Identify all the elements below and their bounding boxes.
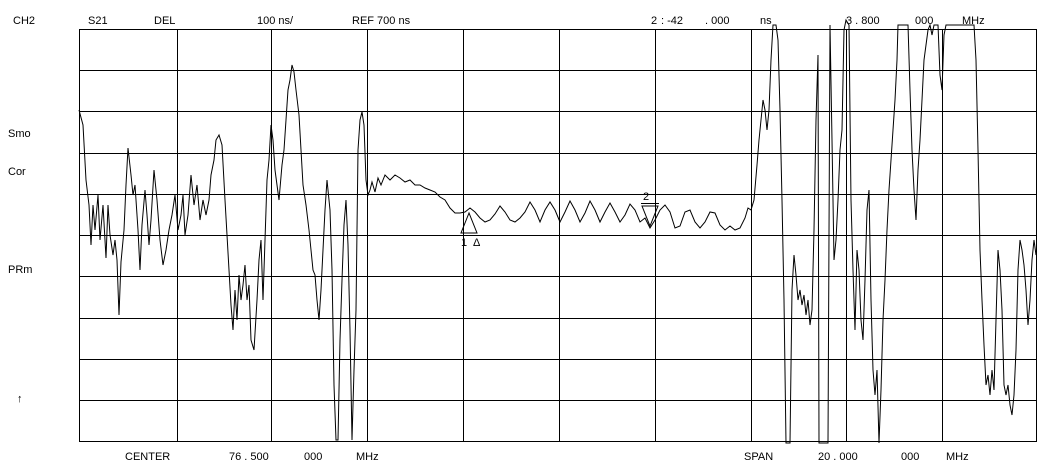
format-label: DEL (154, 15, 176, 27)
marker-2-number: 2 (643, 191, 649, 203)
marker-readout-unit: ns (760, 15, 772, 27)
reference-label: REF 700 ns (352, 15, 411, 27)
scale-label: 100 ns/ (257, 15, 294, 27)
span-unit: MHz (946, 451, 969, 463)
correction-annotation: Cor (8, 166, 26, 178)
center-value-fraction: 000 (304, 451, 323, 463)
span-label: SPAN (744, 451, 774, 463)
port-extension-annotation: PRm (8, 264, 33, 276)
marker-1-delta-symbol: Δ (473, 237, 481, 249)
channel-label: CH2 (13, 15, 36, 27)
marker-2-triangle (641, 205, 659, 228)
reference-position-arrow: ↑ (17, 393, 23, 405)
center-label: CENTER (125, 451, 171, 463)
center-unit: MHz (356, 451, 379, 463)
marker-readout-value: : -42 (661, 15, 684, 27)
marker-readout-frequency-fraction: 000 (915, 15, 934, 27)
parameter-label: S21 (88, 15, 108, 27)
marker-readout-value-fraction: . 000 (705, 15, 730, 27)
span-value-fraction: 000 (901, 451, 920, 463)
smoothing-annotation: Smo (8, 128, 31, 140)
measurement-trace (78, 18, 1037, 444)
marker-2[interactable]: 2 (641, 191, 659, 228)
span-value: 20 . 000 (818, 451, 858, 463)
graticule (79, 29, 1037, 442)
marker-readout-frequency: 3 . 800 (846, 15, 880, 27)
marker-readout-frequency-unit: MHz (962, 15, 985, 27)
marker-1-number: 1 (461, 237, 467, 249)
center-value: 76 . 500 (229, 451, 269, 463)
marker-1[interactable]: 1 Δ (460, 211, 481, 249)
marker-readout-id: 2 (651, 15, 658, 27)
marker-1-triangle (460, 211, 478, 234)
